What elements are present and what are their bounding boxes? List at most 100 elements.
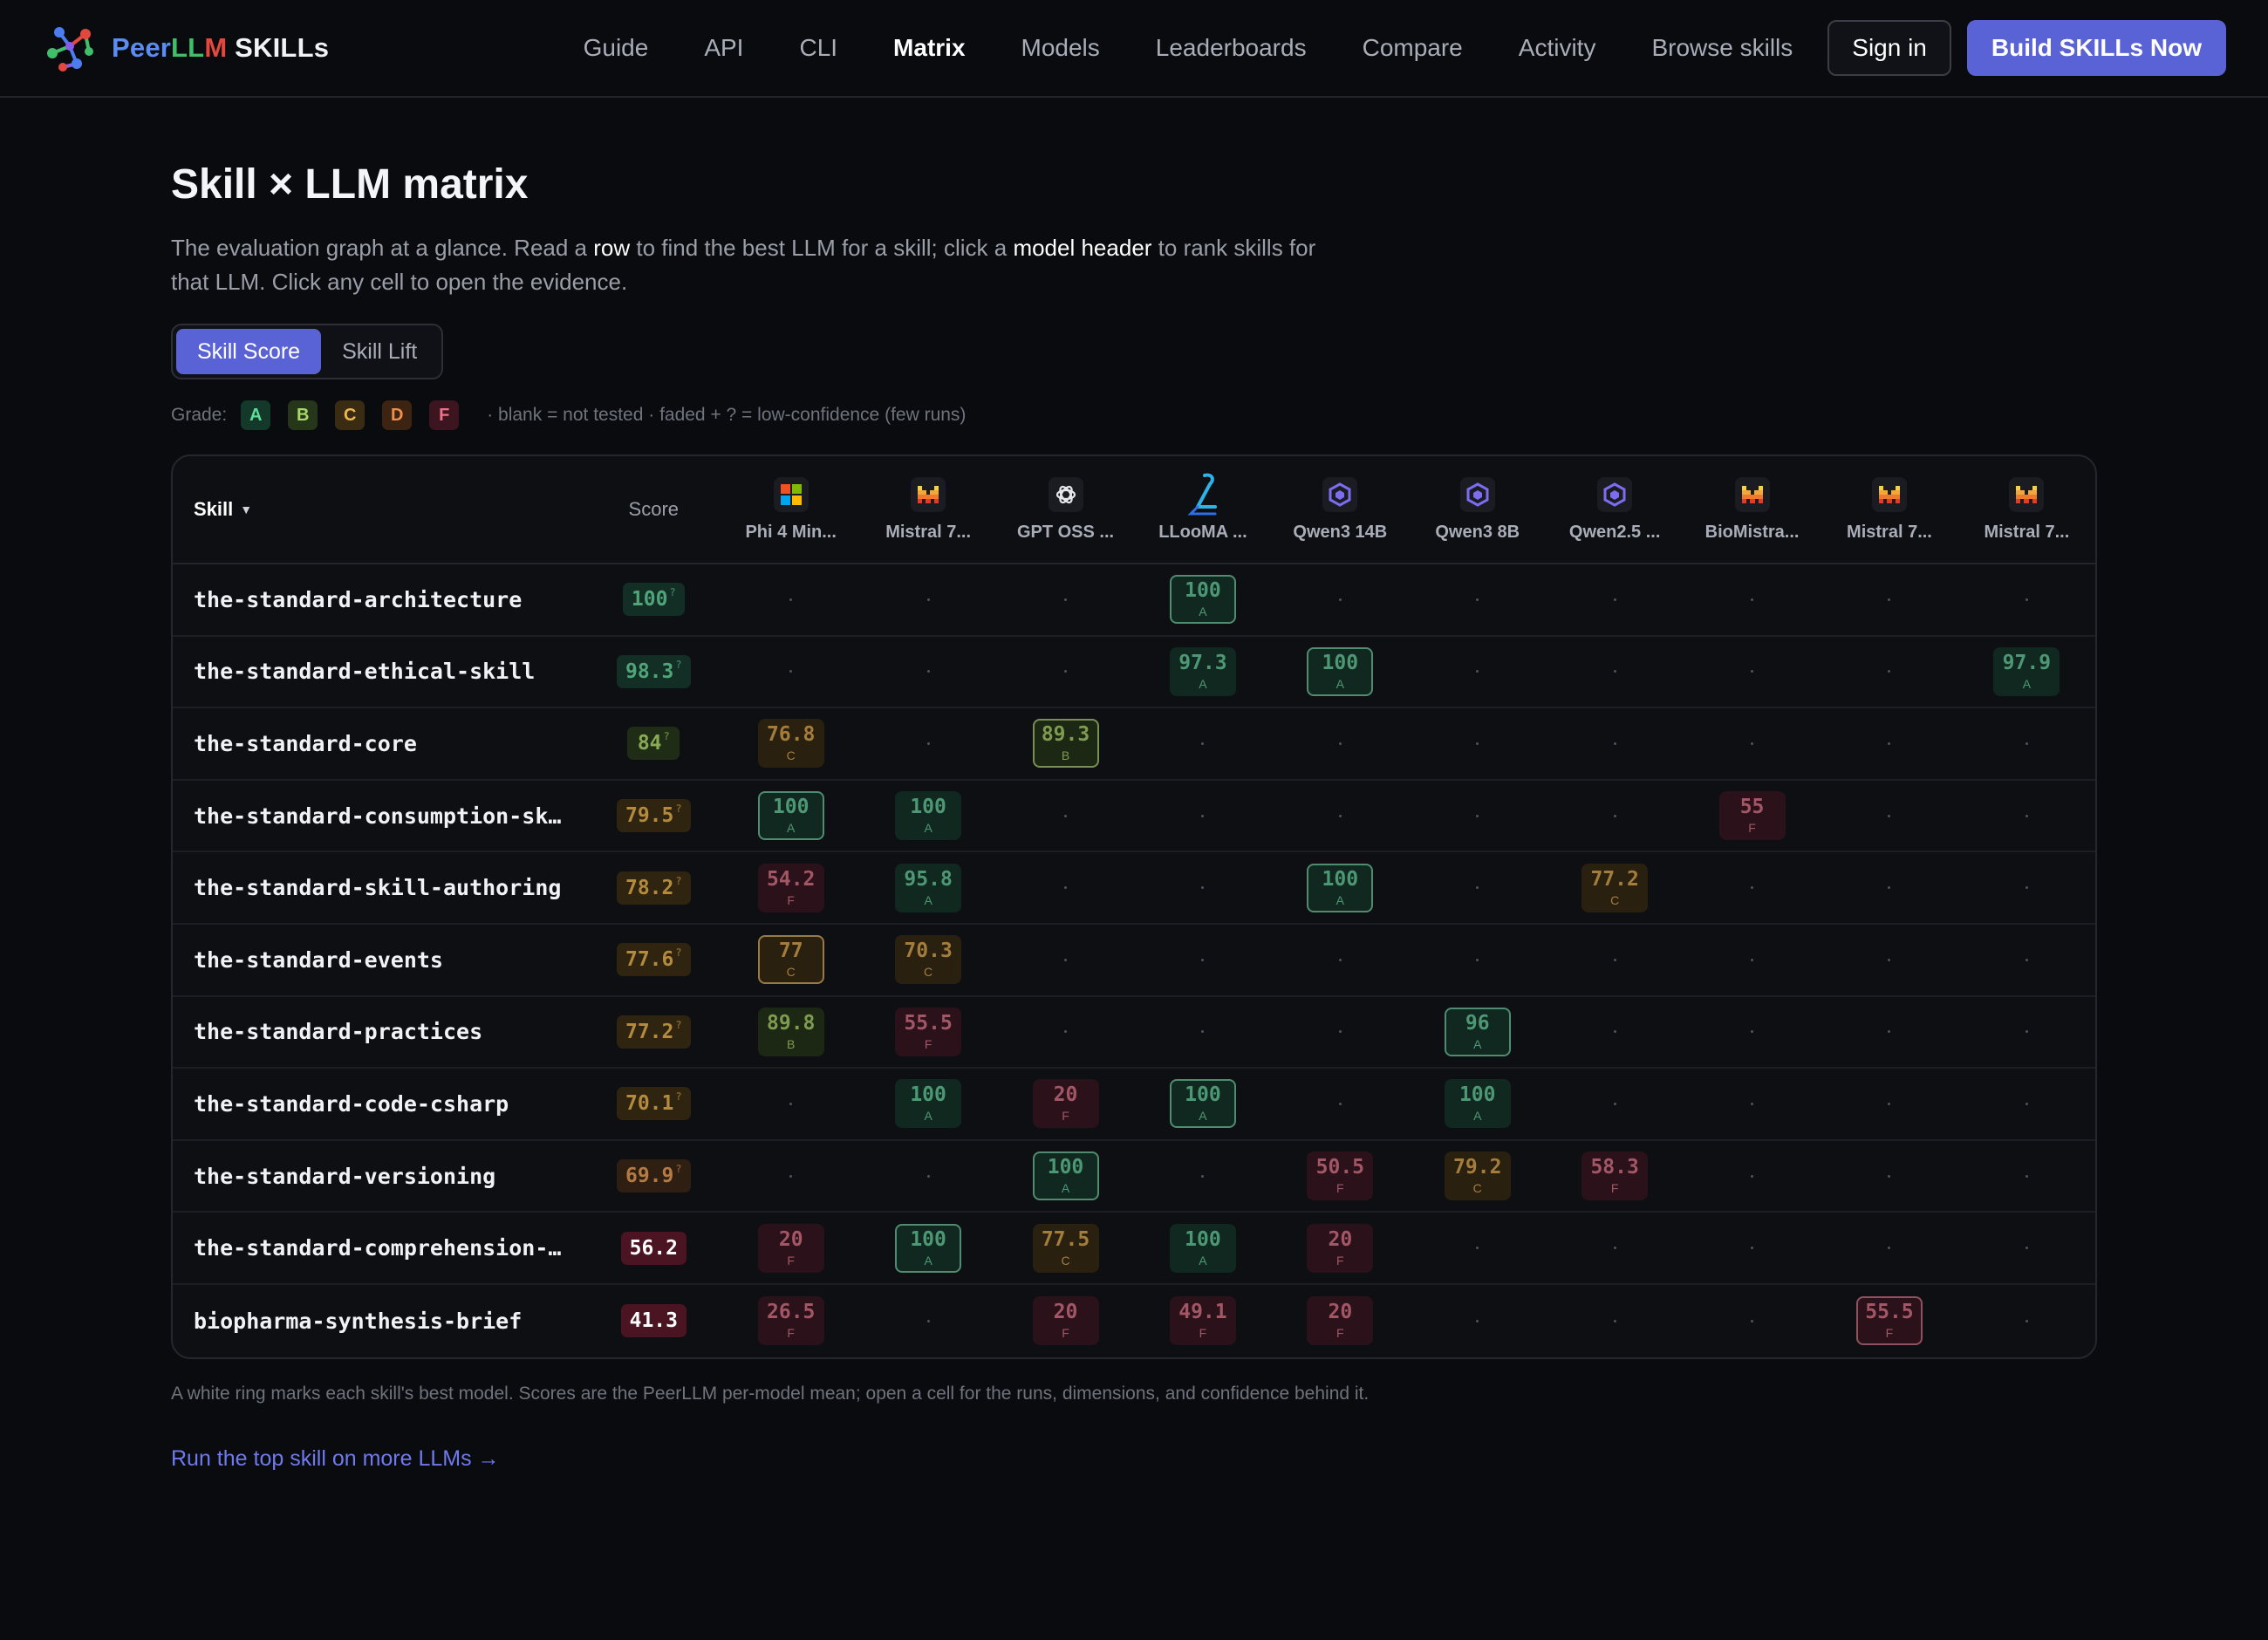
matrix-cell[interactable]: 100 A xyxy=(859,791,996,841)
run-top-skill-link[interactable]: Run the top skill on more LLMs → xyxy=(171,1445,500,1471)
best-model-score-cell[interactable]: 100 A xyxy=(1169,575,1236,625)
model-score-cell[interactable]: 89.8 B xyxy=(757,1007,824,1056)
table-row[interactable]: the-standard-ethical-skill 98.3? 97.3 A 100 A… xyxy=(173,637,2095,709)
matrix-cell[interactable]: 100 A xyxy=(1272,863,1409,912)
best-model-score-cell[interactable]: 100 A xyxy=(1032,1151,1099,1201)
model-score-cell[interactable]: 97.3 A xyxy=(1169,646,1236,696)
matrix-cell[interactable]: 100 A xyxy=(1134,1223,1271,1273)
model-score-cell[interactable]: 58.3 F xyxy=(1581,1151,1649,1201)
matrix-cell[interactable]: 26.5 F xyxy=(722,1296,859,1346)
matrix-cell[interactable]: 58.3 F xyxy=(1546,1151,1683,1201)
skill-name[interactable]: the-standard-core xyxy=(194,730,417,756)
model-header-9[interactable]: Mistral 7... xyxy=(1821,456,1957,563)
best-model-score-cell[interactable]: 100 A xyxy=(1169,1079,1236,1129)
model-score-cell[interactable]: 55.5 F xyxy=(895,1007,962,1056)
matrix-cell[interactable]: 79.2 C xyxy=(1409,1151,1546,1201)
table-row[interactable]: the-standard-comprehension-… 56.2 20 F 100 A 7… xyxy=(173,1213,2095,1285)
skill-name[interactable]: the-standard-code-csharp xyxy=(194,1090,509,1117)
best-model-score-cell[interactable]: 100 A xyxy=(1307,863,1374,912)
skill-name[interactable]: biopharma-synthesis-brief xyxy=(194,1308,523,1334)
model-score-cell[interactable]: 95.8 A xyxy=(895,863,962,912)
skill-column-header[interactable]: Skill ▼ xyxy=(194,498,253,520)
brand-logo-link[interactable]: PeerLLM SKILLs xyxy=(42,20,329,76)
nav-models[interactable]: Models xyxy=(1021,34,1100,61)
matrix-cell[interactable]: 55 F xyxy=(1684,791,1821,841)
table-row[interactable]: the-standard-skill-authoring 78.2? 54.2 F 95… xyxy=(173,852,2095,925)
table-row[interactable]: the-standard-consumption-sk… 79.5? 100 A 100… xyxy=(173,781,2095,853)
model-header-7[interactable]: Qwen2.5 ... xyxy=(1546,456,1683,563)
matrix-cell[interactable]: 100 A xyxy=(1134,575,1271,625)
model-header-6[interactable]: Qwen3 8B xyxy=(1409,456,1546,563)
best-model-score-cell[interactable]: 55.5 F xyxy=(1855,1296,1923,1346)
matrix-cell[interactable]: 100 A xyxy=(859,1223,996,1273)
nav-guide[interactable]: Guide xyxy=(583,34,649,61)
matrix-cell[interactable]: 77 C xyxy=(722,935,859,985)
model-header-10[interactable]: Mistral 7... xyxy=(1958,456,2095,563)
model-score-cell[interactable]: 20 F xyxy=(757,1223,824,1273)
matrix-cell[interactable]: 89.3 B xyxy=(997,719,1134,769)
best-model-score-cell[interactable]: 96 A xyxy=(1444,1007,1511,1056)
table-row[interactable]: the-standard-versioning 69.9? 100 A 50.5 F 79.… xyxy=(173,1141,2095,1213)
model-score-cell[interactable]: 77.5 C xyxy=(1032,1223,1099,1273)
model-score-cell[interactable]: 55 F xyxy=(1718,791,1786,841)
matrix-cell[interactable]: 89.8 B xyxy=(722,1007,859,1056)
skill-name[interactable]: the-standard-skill-authoring xyxy=(194,875,562,901)
nav-cli[interactable]: CLI xyxy=(799,34,838,61)
skill-name[interactable]: the-standard-consumption-sk… xyxy=(194,803,562,829)
matrix-cell[interactable]: 20 F xyxy=(1272,1296,1409,1346)
table-row[interactable]: the-standard-practices 77.2? 89.8 B 55.5 F 96 A xyxy=(173,997,2095,1069)
table-row[interactable]: the-standard-code-csharp 70.1? 100 A 20 F 100 A… xyxy=(173,1069,2095,1141)
sign-in-button[interactable]: Sign in xyxy=(1827,20,1951,76)
matrix-cell[interactable]: 20 F xyxy=(997,1296,1134,1346)
table-row[interactable]: the-standard-architecture 100? 100 A xyxy=(173,564,2095,637)
matrix-cell[interactable]: 95.8 A xyxy=(859,863,996,912)
skill-name[interactable]: the-standard-practices xyxy=(194,1019,483,1045)
matrix-cell[interactable]: 20 F xyxy=(722,1223,859,1273)
model-header-3[interactable]: GPT OSS ... xyxy=(997,456,1134,563)
model-score-cell[interactable]: 77.2 C xyxy=(1581,863,1649,912)
model-score-cell[interactable]: 76.8 C xyxy=(757,719,824,769)
model-score-cell[interactable]: 50.5 F xyxy=(1307,1151,1374,1201)
best-model-score-cell[interactable]: 77 C xyxy=(757,935,824,985)
model-header-2[interactable]: Mistral 7... xyxy=(859,456,996,563)
matrix-cell[interactable]: 49.1 F xyxy=(1134,1296,1271,1346)
matrix-cell[interactable]: 50.5 F xyxy=(1272,1151,1409,1201)
build-skills-button[interactable]: Build SKILLs Now xyxy=(1966,20,2226,76)
nav-compare[interactable]: Compare xyxy=(1362,34,1463,61)
matrix-cell[interactable]: 55.5 F xyxy=(859,1007,996,1056)
nav-leaderboards[interactable]: Leaderboards xyxy=(1155,34,1307,61)
table-row[interactable]: biopharma-synthesis-brief 41.3 26.5 F 20 F 49.… xyxy=(173,1285,2095,1357)
matrix-cell[interactable]: 100 A xyxy=(997,1151,1134,1201)
best-model-score-cell[interactable]: 89.3 B xyxy=(1032,719,1099,769)
table-row[interactable]: the-standard-core 84? 76.8 C 89.3 B xyxy=(173,708,2095,781)
matrix-cell[interactable]: 100 A xyxy=(722,791,859,841)
toggle-skill-lift[interactable]: Skill Lift xyxy=(342,338,418,364)
model-score-cell[interactable]: 100 A xyxy=(895,1079,962,1129)
nav-api[interactable]: API xyxy=(704,34,744,61)
skill-name[interactable]: the-standard-architecture xyxy=(194,586,523,612)
model-score-cell[interactable]: 97.9 A xyxy=(1993,646,2060,696)
skill-name[interactable]: the-standard-ethical-skill xyxy=(194,659,536,685)
matrix-cell[interactable]: 55.5 F xyxy=(1821,1296,1957,1346)
best-model-score-cell[interactable]: 100 A xyxy=(757,791,824,841)
nav-activity[interactable]: Activity xyxy=(1518,34,1596,61)
model-score-cell[interactable]: 70.3 C xyxy=(895,935,962,985)
matrix-cell[interactable]: 97.9 A xyxy=(1958,646,2095,696)
model-score-cell[interactable]: 49.1 F xyxy=(1169,1296,1236,1346)
model-score-cell[interactable]: 100 A xyxy=(1169,1223,1236,1273)
skill-name[interactable]: the-standard-versioning xyxy=(194,1163,496,1189)
model-header-4[interactable]: LLooMA ... xyxy=(1134,456,1271,563)
model-score-cell[interactable]: 20 F xyxy=(1307,1223,1374,1273)
model-score-cell[interactable]: 20 F xyxy=(1307,1296,1374,1346)
matrix-cell[interactable]: 76.8 C xyxy=(722,719,859,769)
model-header-5[interactable]: Qwen3 14B xyxy=(1272,456,1409,563)
matrix-cell[interactable]: 97.3 A xyxy=(1134,646,1271,696)
matrix-cell[interactable]: 100 A xyxy=(859,1079,996,1129)
matrix-cell[interactable]: 77.5 C xyxy=(997,1223,1134,1273)
matrix-cell[interactable]: 100 A xyxy=(1409,1079,1546,1129)
matrix-cell[interactable]: 20 F xyxy=(997,1079,1134,1129)
skill-name[interactable]: the-standard-events xyxy=(194,946,443,973)
matrix-cell[interactable]: 96 A xyxy=(1409,1007,1546,1056)
matrix-cell[interactable]: 100 A xyxy=(1134,1079,1271,1129)
model-score-cell[interactable]: 79.2 C xyxy=(1444,1151,1511,1201)
